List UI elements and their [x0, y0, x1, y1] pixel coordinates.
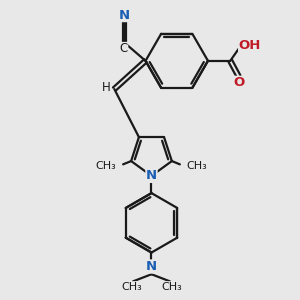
Text: N: N [146, 260, 157, 273]
Text: H: H [102, 81, 110, 94]
Text: CH₃: CH₃ [121, 282, 142, 292]
Text: C: C [119, 42, 128, 56]
Text: CH₃: CH₃ [187, 161, 207, 171]
Text: O: O [233, 76, 244, 89]
Text: OH: OH [239, 39, 261, 52]
Text: CH₃: CH₃ [161, 282, 182, 292]
Text: CH₃: CH₃ [95, 161, 116, 171]
Text: N: N [146, 169, 157, 182]
Text: N: N [118, 9, 130, 22]
